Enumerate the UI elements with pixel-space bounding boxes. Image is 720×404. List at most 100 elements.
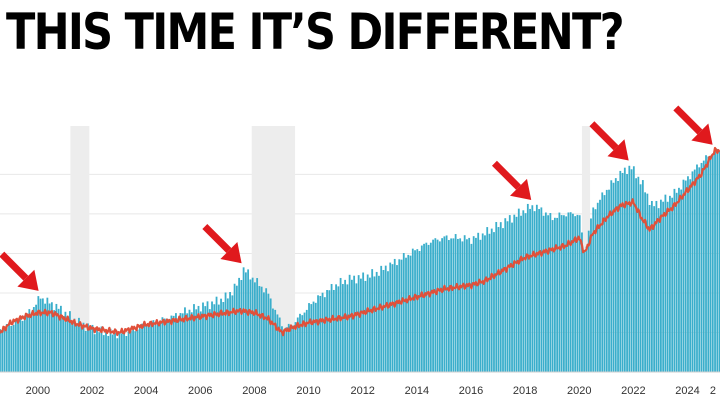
bar — [393, 258, 396, 372]
bar — [551, 220, 554, 372]
bar — [272, 308, 274, 372]
bar — [215, 296, 218, 372]
bar — [655, 200, 658, 372]
bar — [378, 275, 380, 372]
bar — [664, 194, 667, 372]
bar — [274, 309, 277, 372]
bar — [524, 213, 527, 372]
x-tick-label: 2006 — [188, 385, 212, 397]
bar — [82, 322, 85, 372]
bar — [353, 275, 356, 372]
bar — [565, 216, 568, 372]
bar — [463, 235, 466, 372]
bar — [660, 199, 662, 372]
bar — [610, 180, 613, 372]
bar — [718, 151, 720, 372]
x-tick-label: 2014 — [405, 385, 429, 397]
bar — [506, 221, 509, 372]
bar — [10, 326, 13, 372]
bar — [533, 211, 536, 372]
bar — [1, 330, 4, 372]
bar — [632, 166, 635, 372]
bar — [87, 323, 89, 372]
bar — [420, 245, 423, 372]
bar — [147, 325, 150, 372]
bar — [709, 155, 712, 372]
bar — [508, 215, 511, 372]
bar — [583, 250, 586, 372]
bar — [166, 318, 168, 372]
bar — [400, 259, 403, 372]
bar — [62, 316, 65, 372]
bar — [628, 165, 631, 372]
bar — [563, 215, 565, 372]
bar — [635, 178, 637, 372]
bar — [197, 305, 200, 372]
bar — [213, 304, 216, 372]
bar — [432, 239, 434, 372]
bar — [23, 315, 26, 372]
arrow-head — [607, 139, 629, 161]
bar — [186, 313, 189, 372]
arrow-head — [510, 178, 532, 201]
bar — [572, 213, 574, 372]
bar — [211, 301, 213, 372]
bar — [547, 215, 550, 372]
bar — [553, 217, 556, 372]
line-series — [0, 146, 720, 337]
bar — [233, 283, 236, 372]
bar — [179, 313, 182, 372]
bar — [116, 338, 119, 372]
arrow-shaft — [0, 251, 29, 281]
bar — [416, 249, 419, 372]
arrow-shaft — [491, 160, 521, 190]
bar — [529, 208, 531, 372]
bar — [560, 215, 563, 372]
bar — [398, 259, 401, 372]
bar — [263, 292, 265, 372]
bar — [267, 293, 270, 372]
bar — [493, 232, 495, 372]
bar — [308, 303, 310, 372]
bar — [53, 310, 56, 372]
bar — [371, 269, 374, 372]
bar — [26, 313, 28, 372]
bar — [163, 318, 166, 372]
bar — [678, 187, 680, 372]
bar — [159, 322, 162, 372]
bar — [348, 274, 351, 372]
bar — [522, 210, 525, 372]
bar — [362, 272, 365, 372]
bar — [278, 317, 281, 372]
bar — [350, 279, 353, 372]
bar — [538, 209, 540, 372]
bar — [39, 298, 42, 372]
bar — [700, 162, 703, 372]
bar — [170, 315, 173, 372]
bar — [355, 283, 358, 372]
bar — [281, 326, 283, 372]
bar — [475, 237, 477, 372]
bar — [486, 227, 489, 372]
bar — [35, 304, 37, 372]
bar — [574, 216, 577, 372]
bar — [669, 195, 671, 372]
bar — [152, 320, 155, 372]
bar — [680, 189, 683, 372]
x-tick-label: 2024 — [675, 385, 699, 397]
bar — [199, 311, 202, 372]
bar — [592, 207, 595, 372]
bar — [136, 329, 139, 372]
bar — [639, 184, 642, 372]
bar — [682, 179, 685, 372]
bar — [193, 304, 195, 372]
bar — [405, 257, 407, 372]
bar — [499, 222, 502, 372]
bar — [581, 232, 583, 372]
bar — [384, 265, 387, 372]
bar — [229, 292, 231, 372]
bar — [310, 304, 313, 372]
x-tick-label: 2022 — [621, 385, 645, 397]
bar — [283, 329, 286, 372]
bar — [161, 317, 164, 372]
